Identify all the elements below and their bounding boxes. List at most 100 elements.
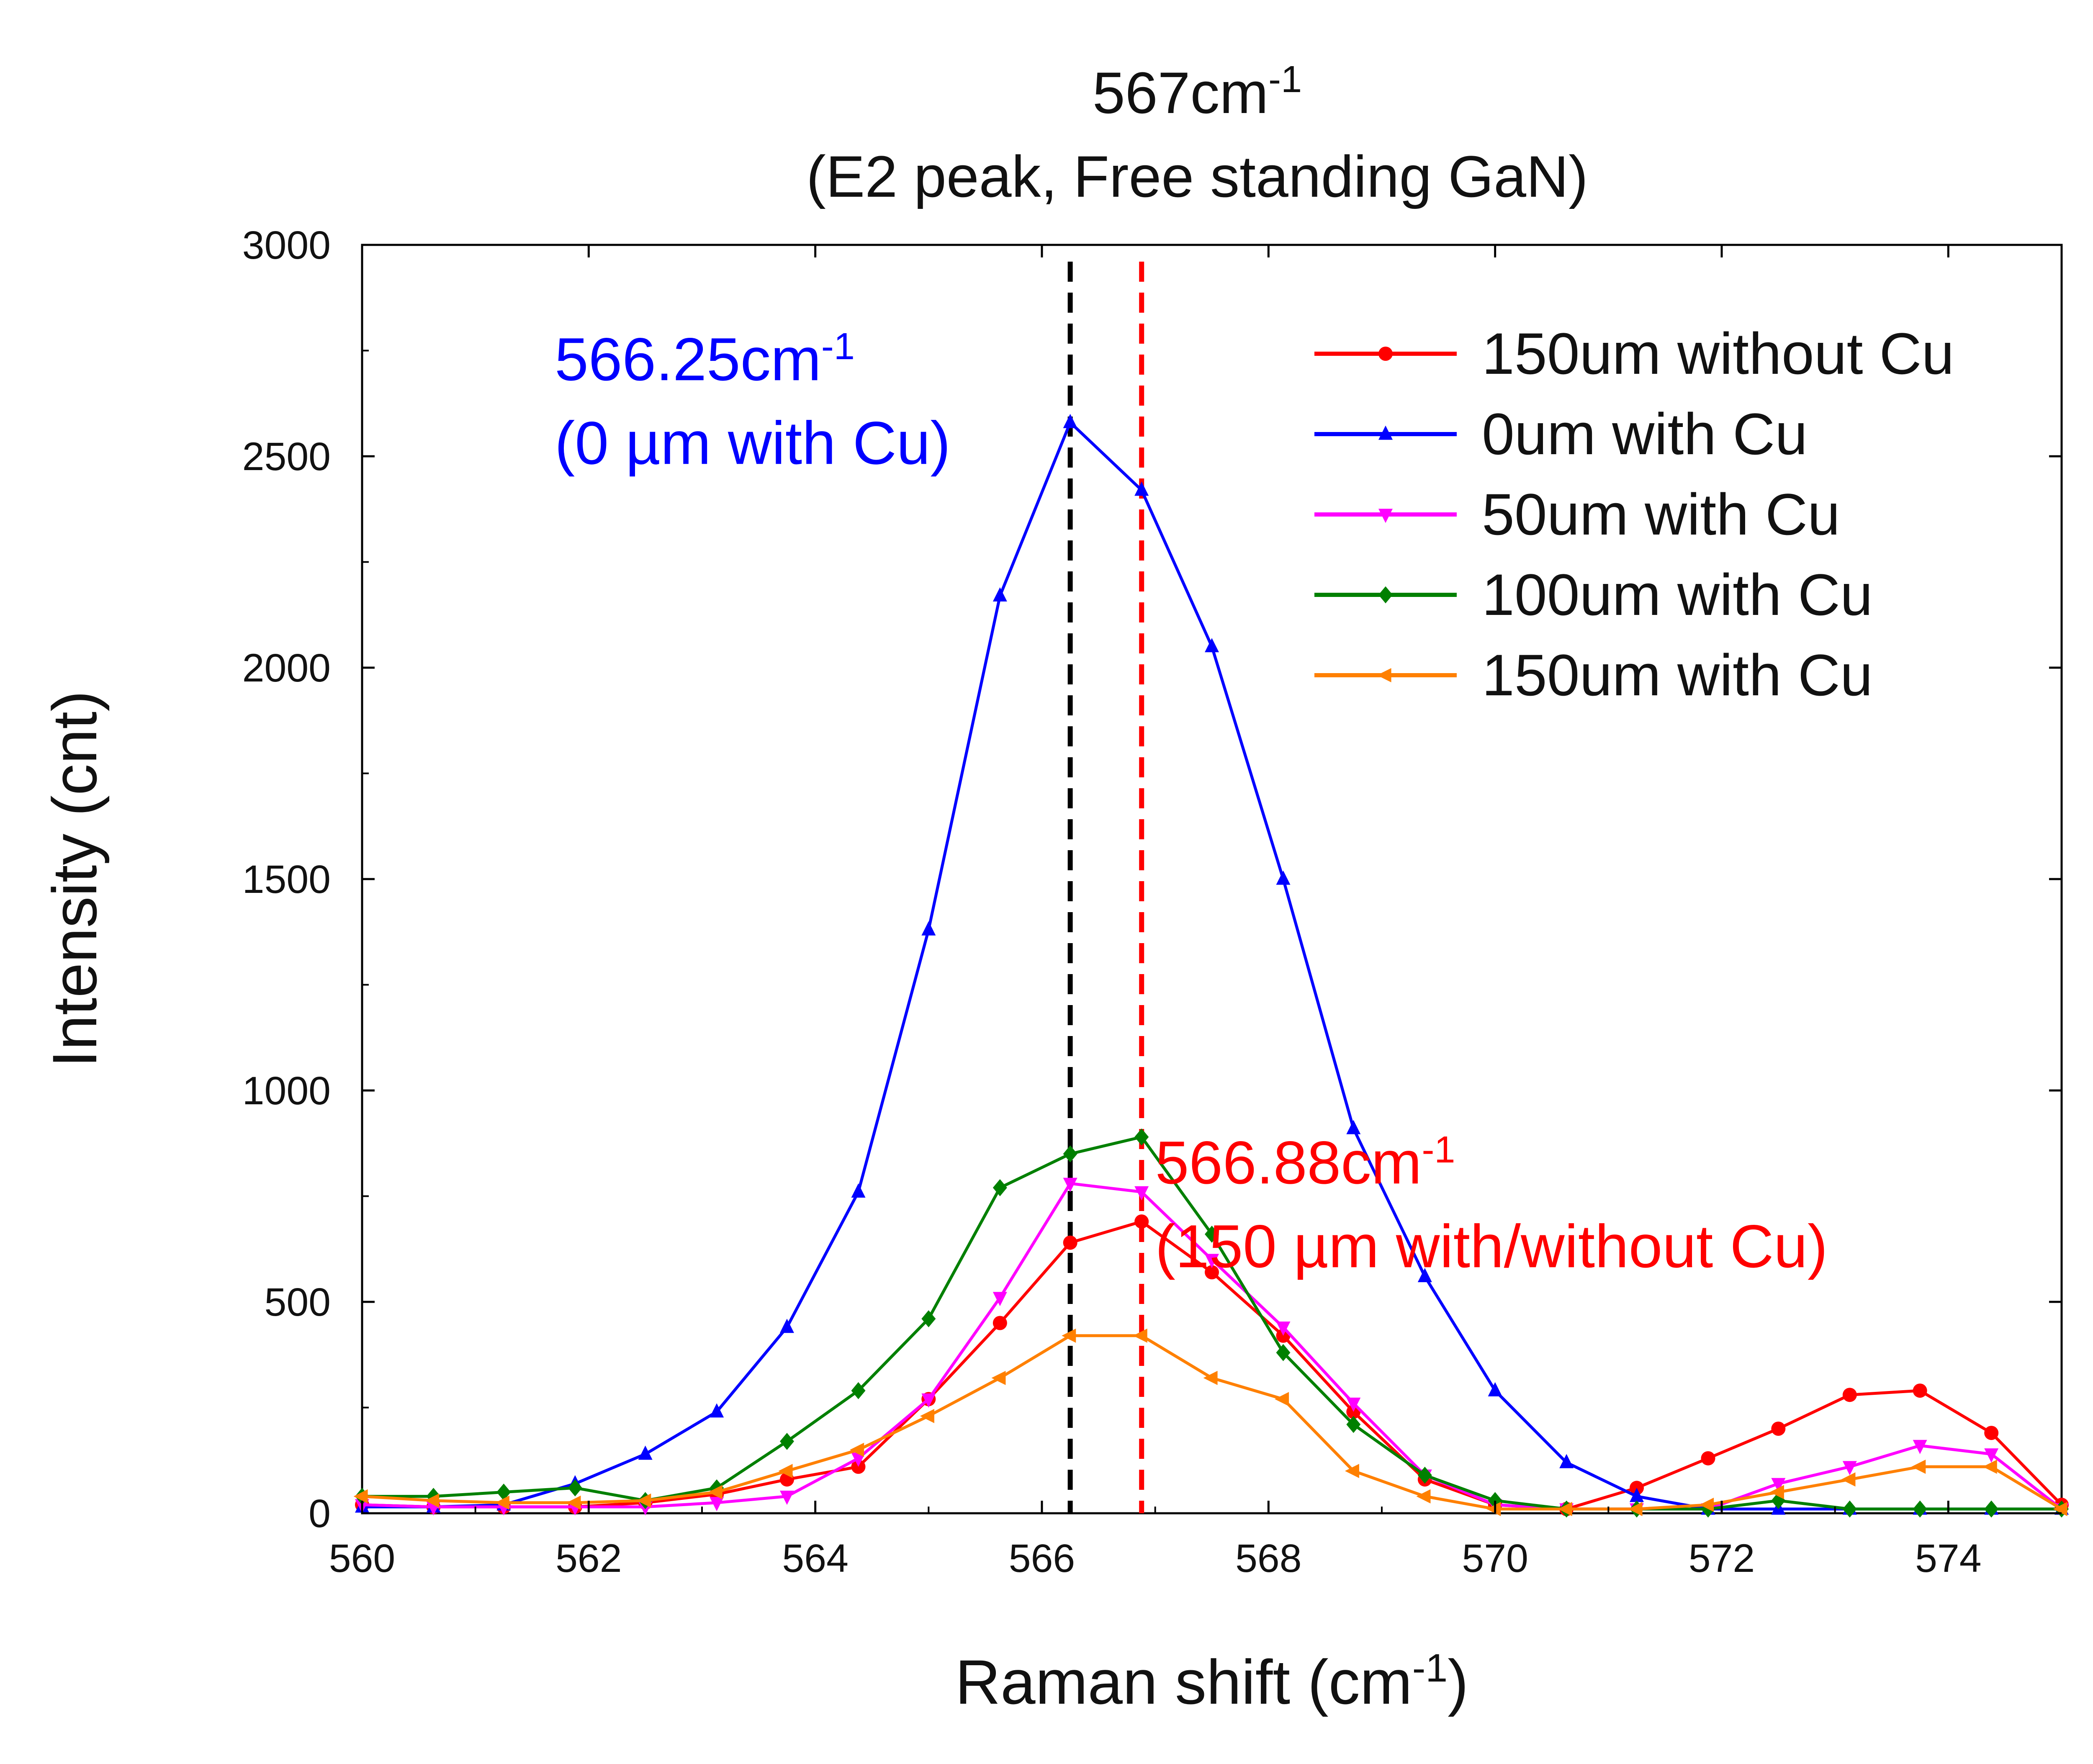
- data-point-150um-with-cu: [1841, 1472, 1856, 1487]
- data-point-100um-with-cu: [921, 1310, 936, 1327]
- data-point-150um-with-cu: [1416, 1489, 1431, 1504]
- data-point-0um-with-cu: [1205, 638, 1219, 653]
- data-point-150um-without-cu: [1913, 1383, 1927, 1398]
- data-point-0um-with-cu: [710, 1403, 724, 1418]
- data-point-100um-with-cu: [568, 1479, 582, 1497]
- legend-marker: [1377, 668, 1391, 682]
- data-point-50um-with-cu: [1913, 1440, 1927, 1454]
- y-tick-label: 1500: [242, 857, 331, 902]
- data-point-150um-with-cu: [1558, 1502, 1572, 1516]
- y-tick-label: 2500: [242, 435, 331, 479]
- data-point-0um-with-cu: [1063, 414, 1077, 428]
- data-point-50um-with-cu: [1842, 1461, 1857, 1476]
- data-point-150um-without-cu: [1063, 1235, 1077, 1250]
- data-point-150um-with-cu: [2053, 1502, 2067, 1516]
- reference-lines: [1067, 262, 1144, 1513]
- data-point-0um-with-cu: [993, 587, 1007, 602]
- legend-item-150um-with-cu: 150um with Cu: [1314, 642, 1873, 708]
- y-tick-label: 500: [264, 1280, 331, 1324]
- legend-label: 150um without Cu: [1482, 321, 1954, 386]
- legend-item-100um-with-cu: 100um with Cu: [1314, 562, 1873, 627]
- x-tick-label: 570: [1462, 1536, 1528, 1581]
- data-point-50um-with-cu: [1205, 1254, 1219, 1268]
- data-point-50um-with-cu: [1276, 1322, 1291, 1336]
- legend-item-0um-with-cu: 0um with Cu: [1314, 401, 1808, 467]
- chart-title-line1: 567cm-1: [1093, 59, 1302, 126]
- x-tick-label: 560: [329, 1536, 396, 1581]
- data-point-150um-without-cu: [993, 1316, 1007, 1330]
- legend-marker: [1378, 586, 1393, 604]
- annotation-layer: 566.25cm-1 (0 µm with Cu) 566.88cm-1 (150 µ…: [555, 325, 1828, 1280]
- data-point-0um-with-cu: [1559, 1454, 1574, 1468]
- ticks-layer: 560 562 564 566 568 570 572 574 0 500 1000 1500 2000…: [242, 223, 2062, 1581]
- x-tick-label: 566: [1009, 1536, 1075, 1581]
- data-point-150um-with-cu: [708, 1485, 723, 1499]
- data-point-100um-with-cu: [1276, 1344, 1291, 1361]
- data-point-0um-with-cu: [851, 1183, 866, 1198]
- data-point-50um-with-cu: [1346, 1397, 1361, 1412]
- data-point-150um-with-cu: [566, 1495, 581, 1510]
- data-point-150um-with-cu: [1486, 1502, 1501, 1516]
- data-point-0um-with-cu: [1630, 1488, 1644, 1502]
- legend-marker: [1378, 509, 1393, 523]
- annotation-2-line-1: 566.88cm-1: [1155, 1129, 1455, 1196]
- data-point-50um-with-cu: [780, 1491, 794, 1505]
- data-point-150um-with-cu: [353, 1489, 368, 1504]
- legend-label: 150um with Cu: [1482, 642, 1873, 708]
- x-axis-title: Raman shift (cm-1): [955, 1646, 1468, 1717]
- legend-marker: [1378, 347, 1393, 361]
- data-point-0um-with-cu: [1134, 481, 1149, 496]
- annotation-1-line-2: (0 µm with Cu): [555, 409, 951, 477]
- series-line-150um-with-cu: [362, 1334, 2062, 1511]
- data-point-100um-with-cu: [1984, 1500, 1999, 1518]
- data-point-150um-with-cu: [1769, 1485, 1784, 1499]
- data-point-50um-with-cu: [1063, 1178, 1077, 1192]
- data-point-150um-without-cu: [1984, 1426, 1999, 1440]
- y-tick-label: 2000: [242, 646, 331, 690]
- data-point-150um-with-cu: [425, 1493, 440, 1508]
- legend-label: 100um with Cu: [1482, 562, 1873, 627]
- data-point-100um-with-cu: [1205, 1226, 1219, 1243]
- data-point-100um-with-cu: [993, 1179, 1007, 1196]
- data-point-150um-with-cu: [1628, 1502, 1643, 1516]
- data-point-0um-with-cu: [638, 1445, 653, 1460]
- data-point-150um-with-cu: [850, 1443, 864, 1457]
- y-tick-label: 0: [309, 1491, 331, 1536]
- data-point-100um-with-cu: [1346, 1416, 1361, 1433]
- x-tick-label: 574: [1915, 1536, 1982, 1581]
- data-point-100um-with-cu: [851, 1382, 866, 1399]
- data-point-150um-with-cu: [1062, 1328, 1076, 1343]
- x-tick-label: 568: [1235, 1536, 1302, 1581]
- legend: 150um without Cu 0um with Cu 50um with Cu 1…: [1314, 321, 1954, 708]
- data-point-100um-with-cu: [496, 1484, 511, 1501]
- legend-item-150um-without-cu: 150um without Cu: [1314, 321, 1954, 386]
- data-point-150um-without-cu: [1205, 1265, 1219, 1280]
- y-axis-title: Intensity (cnt): [39, 691, 110, 1067]
- data-point-0um-with-cu: [1276, 870, 1291, 885]
- data-point-0um-with-cu: [1488, 1382, 1502, 1396]
- data-point-100um-with-cu: [1063, 1145, 1077, 1162]
- data-point-150um-with-cu: [778, 1464, 793, 1478]
- data-point-150um-without-cu: [1771, 1422, 1786, 1436]
- data-point-150um-without-cu: [1842, 1388, 1857, 1402]
- data-point-0um-with-cu: [780, 1319, 794, 1333]
- data-point-150um-with-cu: [1982, 1459, 1997, 1474]
- legend-label: 50um with Cu: [1482, 481, 1840, 547]
- data-point-50um-with-cu: [993, 1292, 1007, 1306]
- data-point-50um-with-cu: [921, 1393, 936, 1408]
- data-point-100um-with-cu: [1488, 1492, 1502, 1509]
- data-point-150um-with-cu: [495, 1495, 509, 1510]
- data-point-150um-with-cu: [1203, 1371, 1218, 1385]
- data-point-100um-with-cu: [1842, 1500, 1857, 1518]
- data-point-50um-with-cu: [1771, 1478, 1786, 1492]
- data-point-50um-with-cu: [851, 1453, 866, 1467]
- data-point-150um-with-cu: [1275, 1392, 1289, 1407]
- data-point-150um-with-cu: [920, 1409, 934, 1423]
- data-point-0um-with-cu: [1346, 1120, 1361, 1134]
- data-point-150um-with-cu: [1133, 1328, 1147, 1343]
- data-point-150um-with-cu: [991, 1371, 1006, 1385]
- data-point-150um-without-cu: [1701, 1451, 1715, 1466]
- x-tick-label: 562: [555, 1536, 622, 1581]
- data-point-100um-with-cu: [1913, 1500, 1927, 1518]
